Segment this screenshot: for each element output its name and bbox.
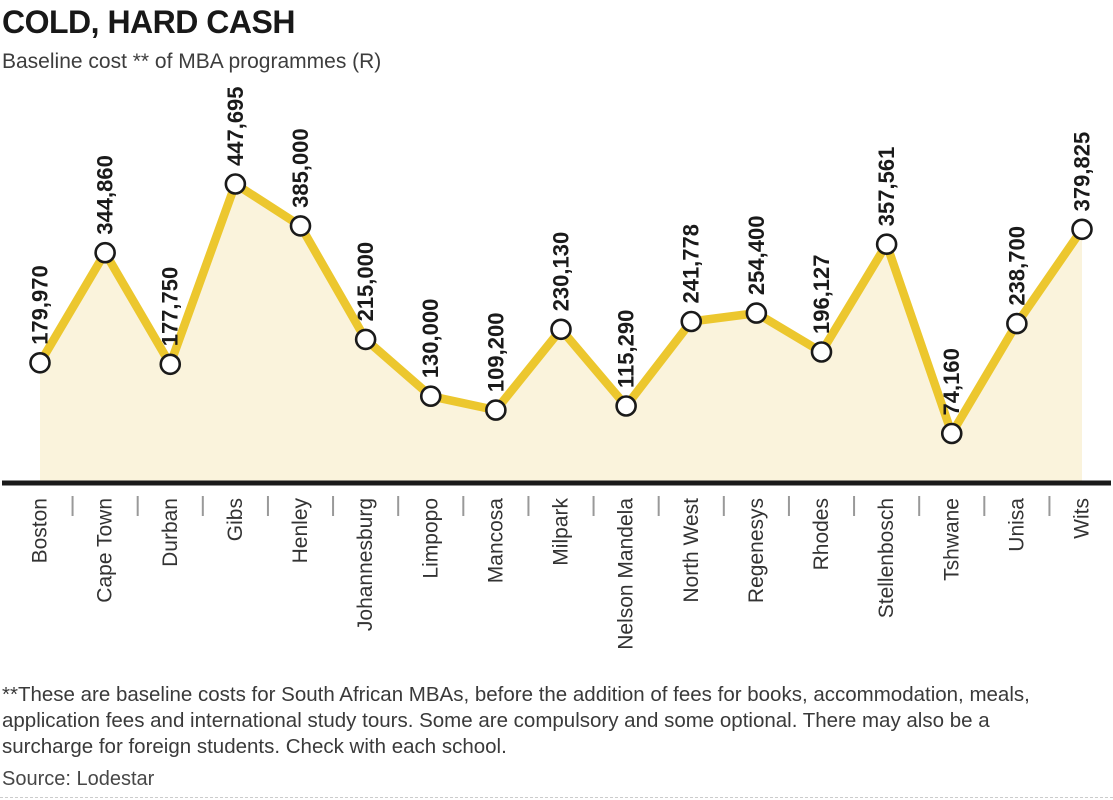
category-label: Cape Town bbox=[94, 498, 117, 603]
data-point-marker bbox=[940, 422, 963, 445]
data-point-marker bbox=[289, 215, 312, 237]
data-point-marker bbox=[485, 399, 507, 421]
category-label: Regenesys bbox=[745, 498, 768, 603]
data-point-marker bbox=[1006, 312, 1028, 335]
value-label: 254,400 bbox=[744, 216, 769, 296]
category-label: Johannesburg bbox=[354, 498, 377, 631]
value-label: 115,290 bbox=[614, 310, 639, 388]
data-point-marker bbox=[159, 353, 182, 376]
footnote-line: **These are baseline costs for South Afr… bbox=[2, 683, 1030, 706]
line-chart: 179,970 344,860 177,750 447,695 385,000 215,0… bbox=[2, 86, 1111, 650]
category-label: Limpopo bbox=[419, 498, 442, 579]
category-label: Tshwane bbox=[940, 498, 963, 581]
chart-subtitle: Baseline cost ** of MBA programmes (R) bbox=[2, 50, 382, 73]
category-label: Henley bbox=[289, 498, 312, 564]
category-label: Stellenbosch bbox=[875, 498, 898, 618]
category-label: Wits bbox=[1071, 498, 1094, 539]
category-label: Nelson Mandela bbox=[615, 498, 638, 650]
data-point-marker bbox=[94, 241, 116, 264]
value-label: 385,000 bbox=[288, 128, 313, 208]
value-label: 357,561 bbox=[874, 147, 899, 227]
category-label: Boston bbox=[29, 498, 52, 563]
category-label: Mancosa bbox=[484, 498, 507, 584]
data-point-marker bbox=[1071, 218, 1093, 241]
value-label: 344,860 bbox=[93, 155, 118, 235]
value-label: 177,750 bbox=[158, 267, 183, 347]
data-point-marker bbox=[224, 173, 247, 195]
value-label: 447,695 bbox=[223, 86, 248, 166]
footnote: **These are baseline costs for South Afr… bbox=[2, 682, 1092, 760]
category-label: Rhodes bbox=[810, 498, 833, 570]
value-label: 241,778 bbox=[679, 224, 704, 304]
footnote-line: surcharge for foreign students. Check wi… bbox=[2, 735, 507, 758]
value-label: 196,127 bbox=[809, 254, 834, 334]
category-label: Unisa bbox=[1005, 498, 1028, 552]
data-point-marker bbox=[29, 351, 51, 374]
data-point-marker bbox=[615, 395, 637, 417]
value-label: 74,160 bbox=[939, 348, 964, 415]
value-label: 238,700 bbox=[1004, 226, 1029, 306]
chart-title: COLD, HARD CASH bbox=[2, 4, 295, 40]
data-point-marker bbox=[745, 302, 768, 324]
data-point-marker bbox=[550, 318, 572, 341]
value-label: 130,000 bbox=[418, 299, 443, 379]
value-label: 230,130 bbox=[549, 232, 574, 312]
category-label: Durban bbox=[159, 498, 182, 567]
footnote-line: application fees and international study… bbox=[2, 709, 990, 732]
category-label: Gibs bbox=[224, 498, 247, 541]
data-point-marker bbox=[680, 310, 703, 333]
data-point-marker bbox=[810, 341, 833, 363]
data-point-marker bbox=[875, 233, 898, 255]
value-label: 379,825 bbox=[1070, 132, 1095, 212]
source-credit: Source: Lodestar bbox=[2, 768, 155, 790]
value-label: 179,970 bbox=[28, 265, 53, 345]
category-label: Milpark bbox=[550, 498, 573, 566]
bottom-rule bbox=[0, 797, 1113, 798]
category-label: North West bbox=[680, 498, 703, 603]
value-label: 109,200 bbox=[483, 313, 508, 393]
value-label: 215,000 bbox=[353, 242, 378, 322]
data-point-marker bbox=[354, 328, 377, 351]
data-point-marker bbox=[419, 385, 442, 408]
